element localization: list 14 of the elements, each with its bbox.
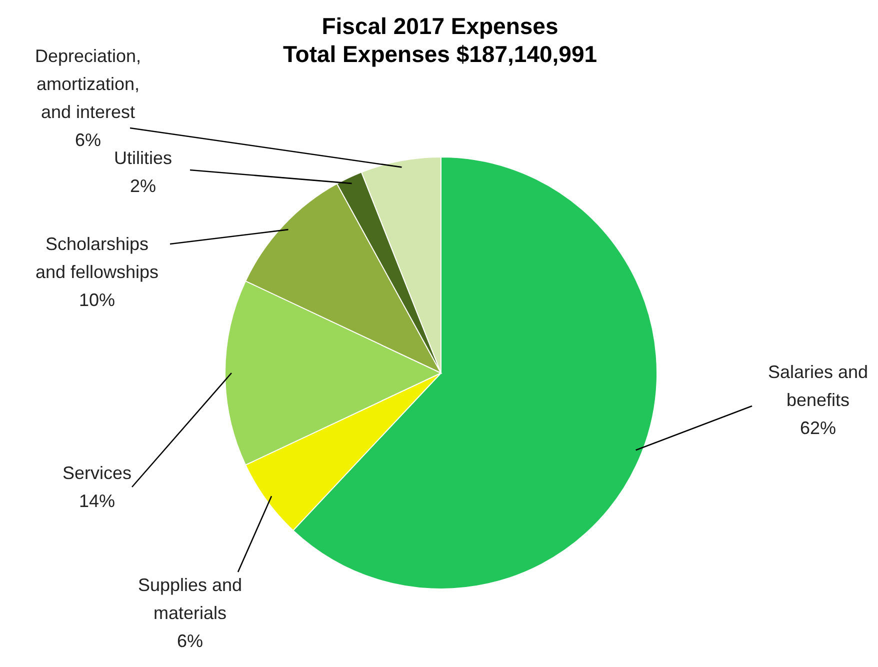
data-label: 14%: [78, 491, 116, 511]
slice-label: Scholarships and fellowships: [35, 234, 159, 282]
data-label: 62%: [800, 418, 836, 438]
data-label: 2%: [130, 176, 156, 196]
chart-title: Fiscal 2017 Expenses: [322, 13, 558, 39]
slice-label: Utilities: [114, 148, 172, 168]
slice-label: Salaries and benefits: [768, 362, 868, 410]
slice-label: Supplies and materials: [138, 575, 242, 623]
chart-subtitle: Total Expenses $187,140,991: [282, 41, 598, 67]
slice-label: Services: [62, 463, 132, 483]
data-label: 6%: [176, 631, 204, 651]
data-label: 6%: [74, 130, 102, 150]
slice-label: Depreciation, amortization, and interest: [34, 46, 142, 122]
data-label: 10%: [78, 290, 116, 310]
